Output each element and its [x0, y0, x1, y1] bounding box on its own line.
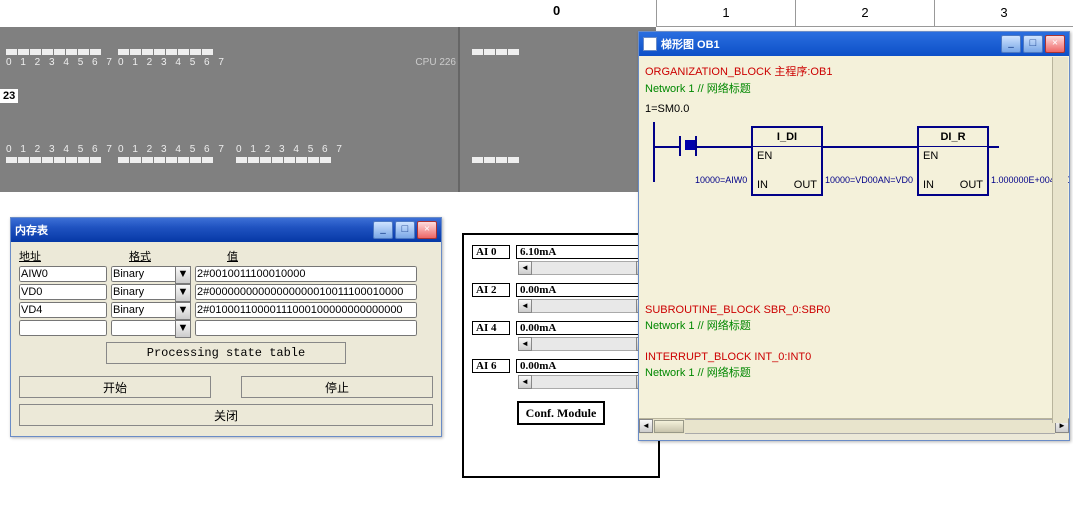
addr-input-3[interactable]	[19, 320, 107, 336]
col-0-header: 0	[553, 3, 560, 18]
plc-divider	[458, 27, 460, 192]
ai6-value: 0.00mA	[516, 359, 650, 373]
col-2-header: 2	[795, 0, 934, 26]
lad-maximize-button[interactable]: □	[1023, 35, 1043, 53]
subroutine-block-label: SUBROUTINE_BLOCK SBR_0:SBR0	[645, 302, 1063, 319]
ai4-label: AI 4	[472, 321, 510, 335]
interrupt-block-label: INTERRUPT_BLOCK INT_0:INT0	[645, 349, 1063, 366]
ladder-vscrollbar[interactable]	[1052, 57, 1068, 423]
fmt-dropdown-1[interactable]: ▼	[175, 284, 191, 302]
col-3-header: 3	[934, 0, 1073, 26]
memory-table-window: 内存表 _ □ × 地址 格式 值 ▼ ▼ ▼ ▼	[10, 217, 442, 437]
ladder-title: 梯形图 OB1	[661, 36, 1001, 52]
mem-row-0: ▼	[19, 266, 433, 282]
contact-sm00[interactable]	[679, 136, 697, 156]
ai6-slider[interactable]: ◄►	[518, 375, 650, 389]
addr-input-1[interactable]	[19, 284, 107, 300]
process-state-table-button[interactable]: Processing state table	[106, 342, 346, 364]
ai2-label: AI 2	[472, 283, 510, 297]
network2-label: Network 1 // 网络标题	[645, 318, 1063, 335]
val-input-0[interactable]	[195, 266, 417, 282]
val-input-1[interactable]	[195, 284, 417, 300]
plc-box-23: 23	[0, 89, 18, 103]
close-button-2[interactable]: 关闭	[19, 404, 433, 426]
ai2-slider[interactable]: ◄►	[518, 299, 650, 313]
col-1-header: 1	[656, 0, 795, 26]
col-fmt-header: 格式	[129, 248, 209, 264]
ai0-slider[interactable]: ◄►	[518, 261, 650, 275]
block-di-r[interactable]: DI_R EN INOUT	[917, 126, 989, 197]
mem-row-3: ▼	[19, 320, 433, 336]
plc-module-view: CPU 226 23 0 1 2 3 4 5 6 7 0 1 2 3 4 5 6…	[0, 27, 656, 192]
conf-module-button[interactable]: Conf. Module	[517, 401, 605, 425]
maximize-button[interactable]: □	[395, 221, 415, 239]
ai0-label: AI 0	[472, 245, 510, 259]
ladder-body: ORGANIZATION_BLOCK 主程序:OB1 Network 1 // …	[639, 56, 1069, 418]
analog-input-panel: AI 0 6.10mA ◄► AI 2 0.00mA ◄► AI 4 0.00mA ◄…	[462, 233, 660, 478]
memory-table-titlebar[interactable]: 内存表 _ □ ×	[11, 218, 441, 242]
stop-button[interactable]: 停止	[241, 376, 433, 398]
ladder-ob1-window: 梯形图 OB1 _ □ × ORGANIZATION_BLOCK 主程序:OB1…	[638, 31, 1070, 441]
mem-row-2: ▼	[19, 302, 433, 318]
fmt-dropdown-3[interactable]: ▼	[175, 320, 191, 338]
network3-label: Network 1 // 网络标题	[645, 365, 1063, 382]
ai6-label: AI 6	[472, 359, 510, 373]
ai0-value: 6.10mA	[516, 245, 650, 259]
ai2-value: 0.00mA	[516, 283, 650, 297]
ai4-slider[interactable]: ◄►	[518, 337, 650, 351]
val-input-3[interactable]	[195, 320, 417, 336]
column-ruler: 1 2 3	[656, 0, 1073, 27]
memory-table-title: 内存表	[15, 222, 373, 238]
org-block-label: ORGANIZATION_BLOCK 主程序:OB1	[645, 64, 1063, 81]
ladder-rung-1: I_DI EN INOUT DI_R EN INOUT 10000=AIW0 1…	[653, 122, 1063, 192]
cpu-label: CPU 226	[415, 57, 456, 68]
mem-row-1: ▼	[19, 284, 433, 300]
lad-minimize-button[interactable]: _	[1001, 35, 1021, 53]
ladder-titlebar[interactable]: 梯形图 OB1 _ □ ×	[639, 32, 1069, 56]
col-addr-header: 地址	[19, 248, 111, 264]
sm00-label: 1=SM0.0	[645, 101, 1063, 118]
ladder-hscrollbar[interactable]: ◄►	[639, 418, 1069, 434]
fmt-dropdown-2[interactable]: ▼	[175, 302, 191, 320]
val-input-2[interactable]	[195, 302, 417, 318]
addr-input-0[interactable]	[19, 266, 107, 282]
ladder-window-icon	[643, 37, 657, 51]
ai4-value: 0.00mA	[516, 321, 650, 335]
col-val-header: 值	[227, 248, 238, 264]
block-i-di[interactable]: I_DI EN INOUT	[751, 126, 823, 197]
lad-close-button[interactable]: ×	[1045, 35, 1065, 53]
network1-label: Network 1 // 网络标题	[645, 81, 1063, 98]
fmt-dropdown-0[interactable]: ▼	[175, 266, 191, 284]
addr-input-2[interactable]	[19, 302, 107, 318]
minimize-button[interactable]: _	[373, 221, 393, 239]
start-button[interactable]: 开始	[19, 376, 211, 398]
close-button[interactable]: ×	[417, 221, 437, 239]
